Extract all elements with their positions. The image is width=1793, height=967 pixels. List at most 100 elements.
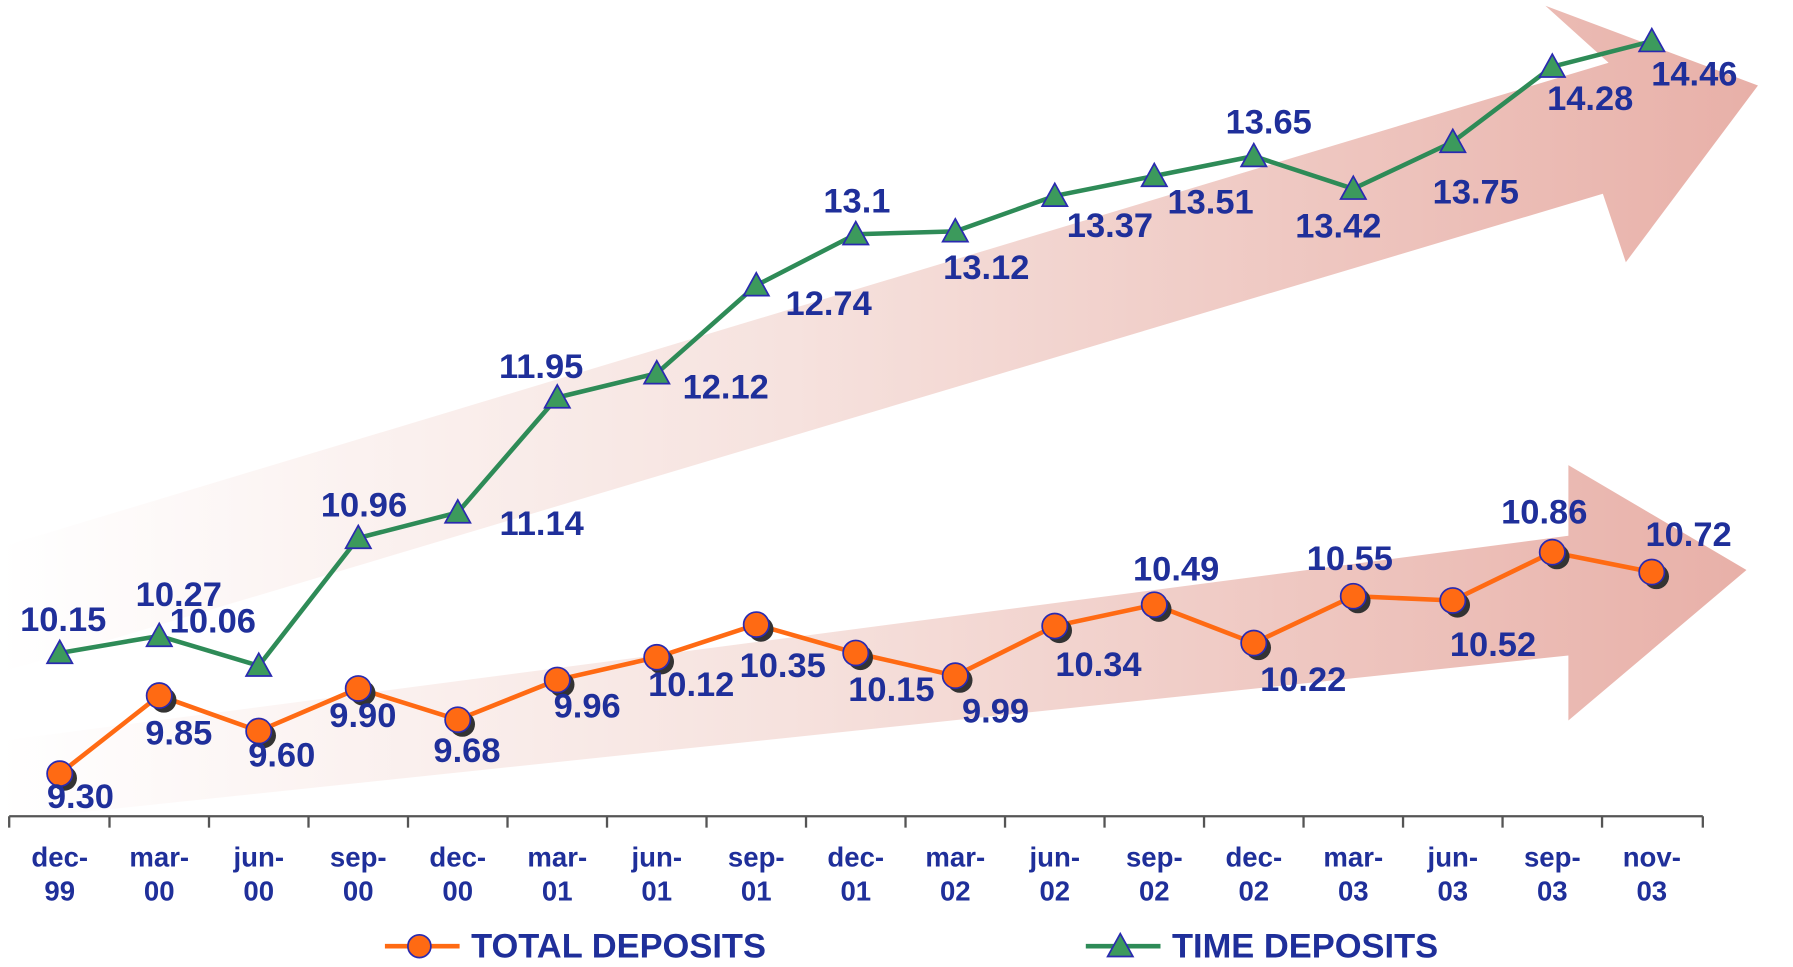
data-label: 9.90 [329, 697, 396, 735]
point [1637, 26, 1666, 53]
point [1239, 141, 1268, 168]
point [841, 219, 870, 246]
x-tick-label: mar- 02 [925, 841, 985, 906]
trend-arrow [0, 5, 1758, 673]
x-tick-label: sep- 01 [728, 841, 785, 906]
point [344, 523, 373, 550]
x-tick-label: jun- 00 [232, 841, 284, 906]
x-tick-label: mar- 03 [1323, 841, 1383, 906]
x-tick-label-line: 00 [144, 876, 175, 907]
x-tick-label-line: jun- [631, 841, 683, 872]
point [443, 498, 472, 524]
point [643, 643, 671, 671]
point [46, 760, 74, 788]
x-tick-label-line: 99 [44, 876, 75, 907]
x-tick-label: mar- 01 [527, 841, 587, 906]
x-tick-label-line: 01 [840, 876, 871, 907]
point [1538, 52, 1567, 78]
plot: dec-99mar-00jun-00sep-00dec-00mar-01jun-… [0, 5, 1758, 966]
x-tick-label-line: 03 [1338, 876, 1369, 907]
data-label: 10.22 [1260, 661, 1346, 699]
data-label: 13.1 [823, 183, 890, 221]
data-label: 10.27 [136, 576, 222, 614]
x-tick-label-line: 02 [940, 876, 971, 907]
point [642, 359, 671, 385]
point [1040, 181, 1069, 208]
data-label: 10.52 [1450, 626, 1536, 664]
x-tick-label: jun- 03 [1427, 841, 1479, 906]
x-tick-label-line: dec- [827, 841, 884, 872]
point [1240, 629, 1268, 657]
data-label: 10.15 [20, 601, 106, 639]
x-tick-label-line: sep- [330, 841, 387, 872]
point [1339, 582, 1367, 610]
point [742, 271, 771, 297]
data-label: 10.06 [170, 603, 256, 641]
point [1438, 127, 1467, 154]
legend-label: TOTAL DEPOSITS [471, 928, 766, 966]
x-tick-label-line: 03 [1537, 876, 1568, 907]
x-tick-label-line: dec- [31, 841, 88, 872]
data-label: 10.96 [321, 486, 407, 524]
x-tick-label: sep- 02 [1126, 841, 1183, 906]
x-tick-label-line: jun- [1427, 841, 1479, 872]
legend-marker [407, 933, 432, 959]
data-label: 9.99 [962, 692, 1029, 730]
point [742, 611, 770, 638]
x-tick-label-line: 00 [243, 876, 274, 907]
point [444, 706, 472, 734]
x-tick-label-line: sep- [1126, 841, 1183, 872]
x-tick-label-line: mar- [925, 841, 985, 872]
x-tick-label: jun- 01 [631, 841, 683, 906]
x-tick-label: sep- 00 [330, 841, 387, 906]
x-tick-label: dec- 02 [1225, 841, 1282, 906]
x-tick-label-line: 02 [1039, 876, 1070, 907]
trend-arrow [0, 465, 1747, 821]
legend-marker [1106, 931, 1135, 958]
point [1638, 558, 1666, 586]
point [1140, 591, 1168, 619]
point [145, 682, 173, 709]
data-label: 10.12 [648, 666, 734, 704]
x-tick-label: sep- 03 [1524, 841, 1581, 906]
x-tick-label-line: 00 [442, 876, 473, 907]
x-tick-label-line: 01 [741, 876, 772, 907]
data-label: 10.34 [1055, 646, 1141, 684]
point [941, 217, 970, 243]
x-tick-label-line: sep- [1524, 841, 1581, 872]
x-tick-label-line: dec- [429, 841, 486, 872]
point [1140, 161, 1169, 188]
legend-label: TIME DEPOSITS [1172, 928, 1438, 966]
data-label: 9.60 [248, 736, 315, 774]
data-label: 13.65 [1226, 103, 1312, 141]
x-tick-label-line: mar- [129, 841, 189, 872]
x-tick-label-line: 01 [641, 876, 672, 907]
x-tick-label-line: 02 [1139, 876, 1170, 907]
point [1041, 612, 1069, 640]
data-label: 11.95 [499, 348, 583, 386]
x-tick-label-line: jun- [232, 841, 284, 872]
x-tick-label-line: 03 [1636, 876, 1667, 907]
data-label: 9.85 [145, 715, 212, 753]
data-label: 9.30 [47, 778, 114, 816]
point [941, 662, 969, 690]
x-tick-label-line: 02 [1238, 876, 1269, 907]
data-label: 14.46 [1651, 56, 1737, 94]
data-label: 10.15 [848, 671, 934, 709]
data-label: 13.12 [943, 249, 1029, 287]
data-label: 13.75 [1433, 174, 1519, 212]
x-tick-label-line: 01 [542, 876, 573, 907]
point [543, 666, 571, 694]
x-tick-label: mar- 00 [129, 841, 189, 906]
x-tick-label-line: jun- [1029, 841, 1081, 872]
point [145, 621, 174, 648]
x-tick-label-line: nov- [1623, 841, 1681, 872]
x-tick-label: nov- 03 [1623, 841, 1681, 906]
point [1339, 174, 1368, 200]
x-tick-label-line: mar- [527, 841, 587, 872]
point [1439, 587, 1467, 614]
x-tick-label: dec- 01 [827, 841, 884, 906]
data-label: 10.86 [1501, 494, 1587, 532]
point [245, 717, 273, 745]
